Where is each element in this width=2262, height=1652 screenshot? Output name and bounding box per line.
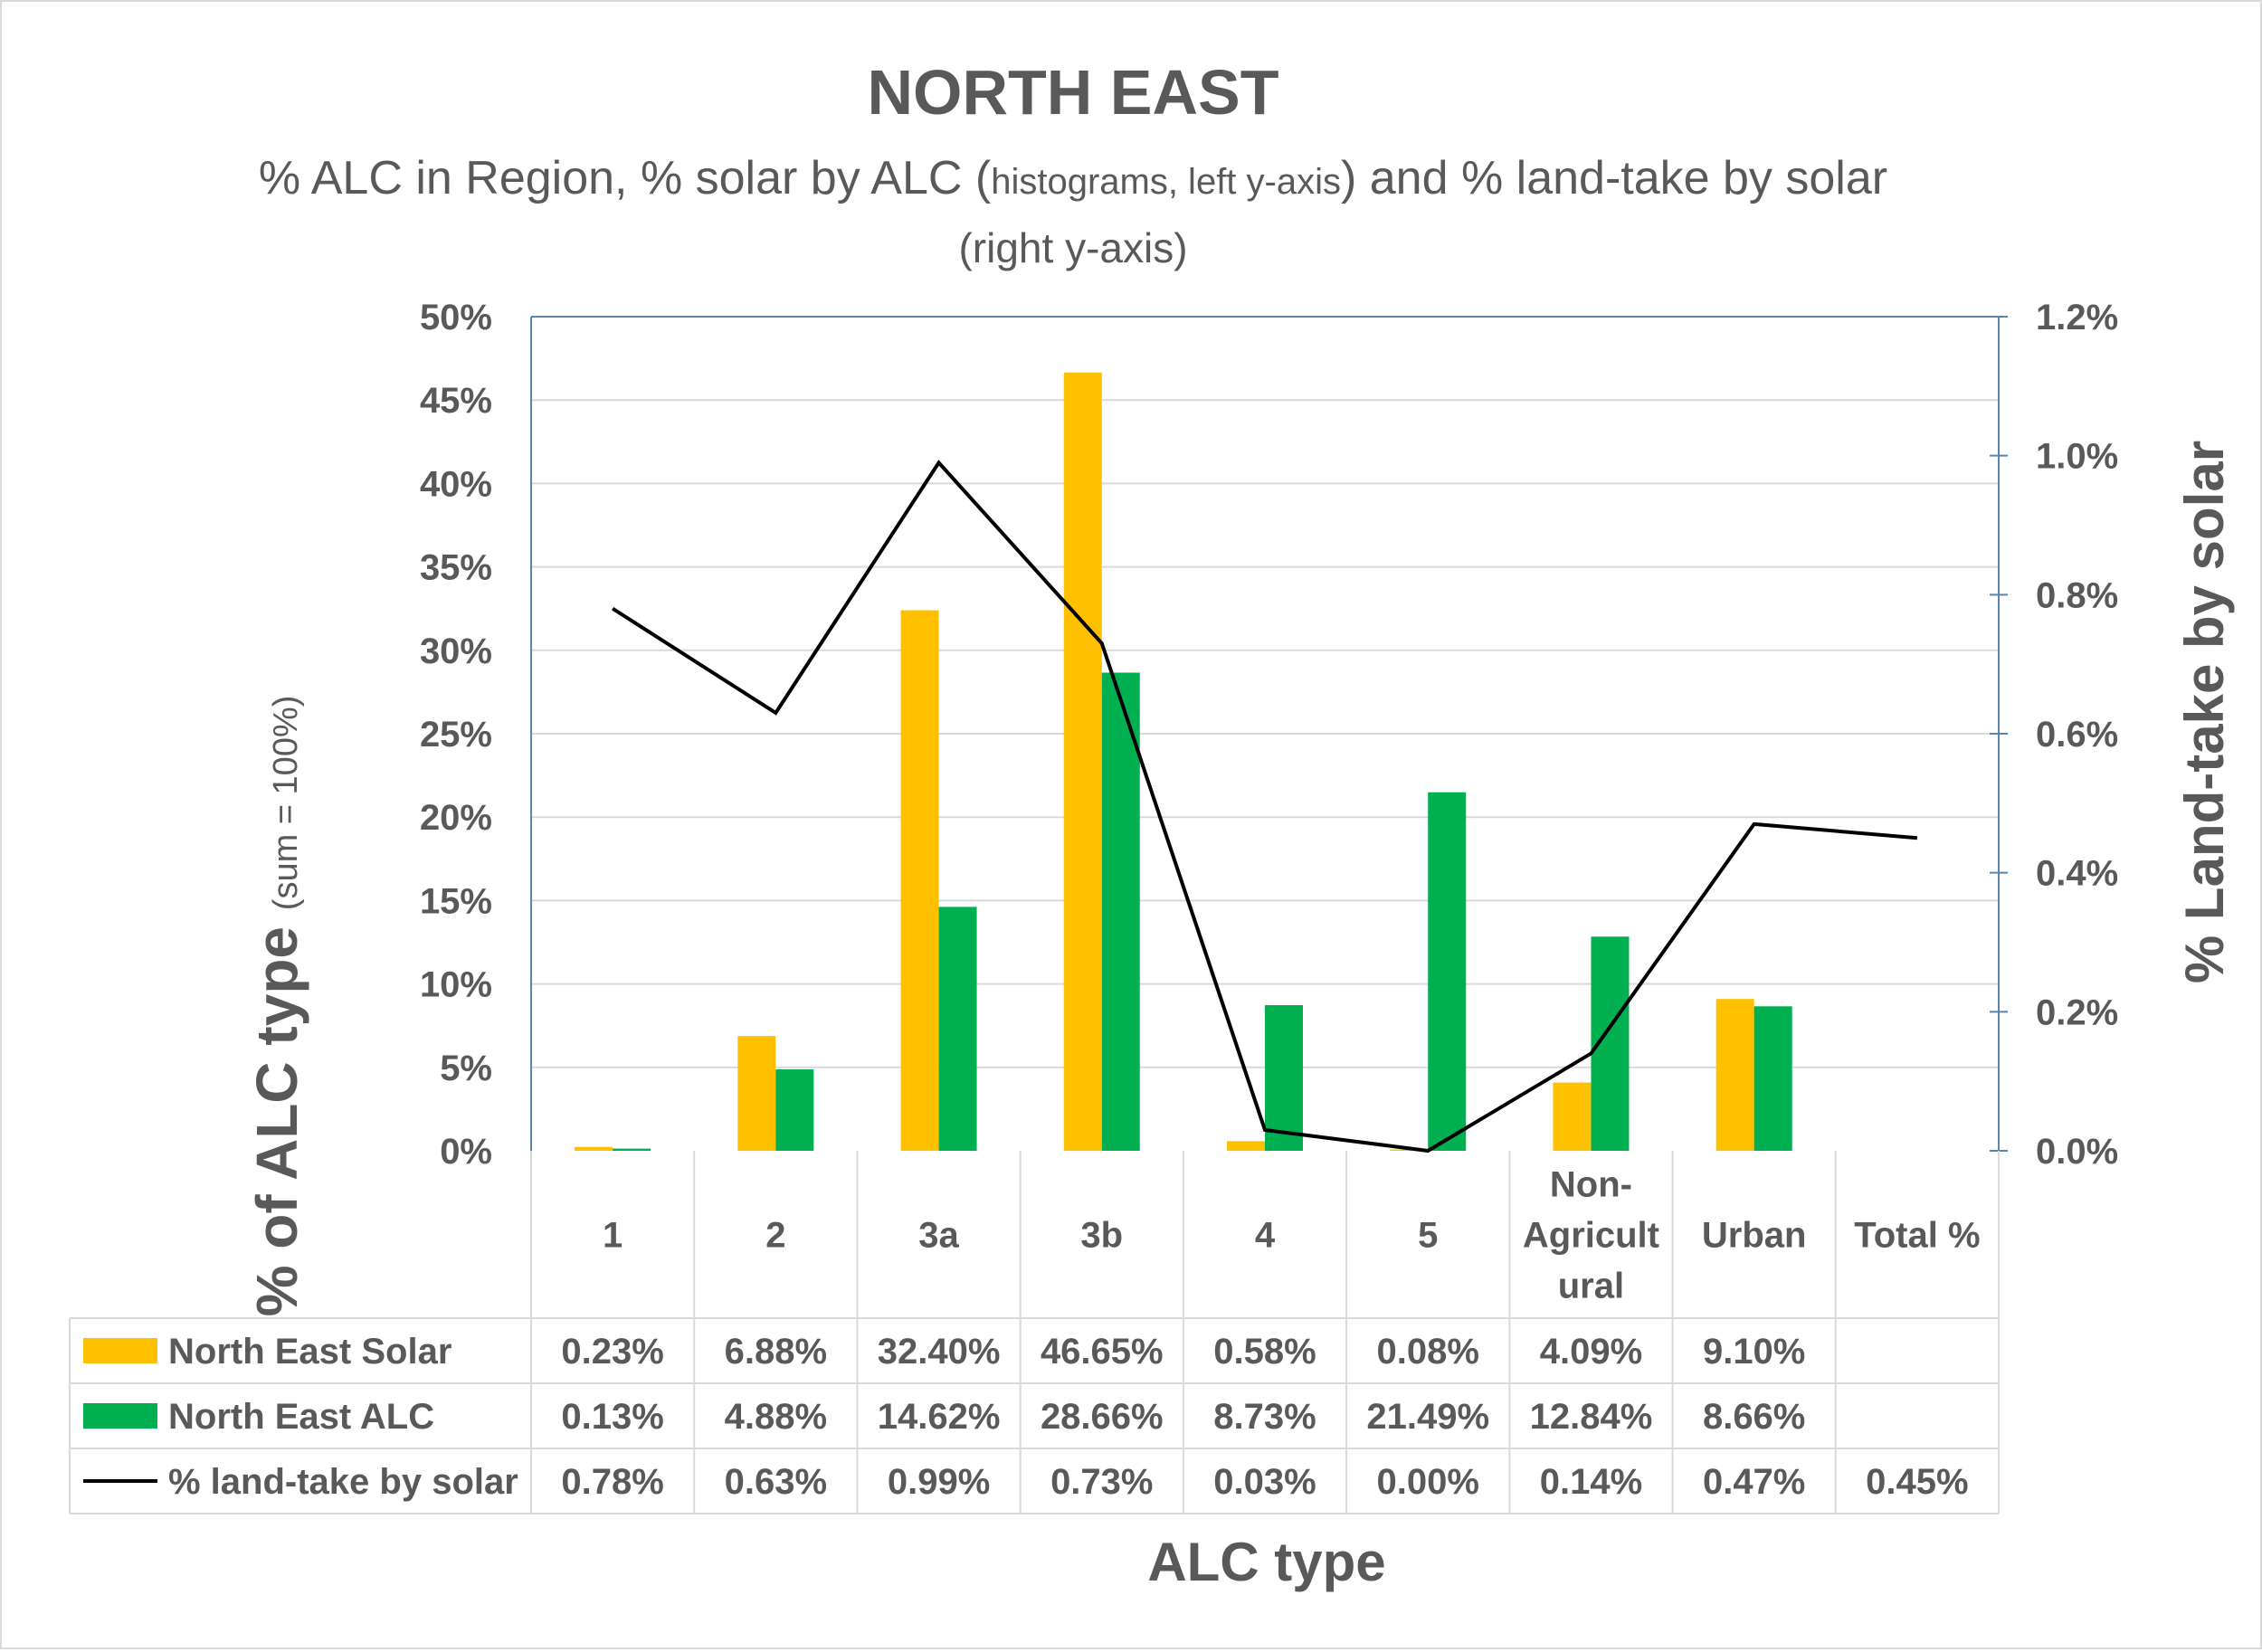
table-cell-value: 0.47% xyxy=(1703,1462,1805,1502)
x-tick-label: 1 xyxy=(603,1216,623,1256)
y-tick-label: 40% xyxy=(420,464,492,504)
table-cell-value: 0.45% xyxy=(1866,1462,1968,1502)
alc-bar-5 xyxy=(1428,793,1466,1151)
x-tick-label: 3b xyxy=(1080,1216,1123,1256)
data-table: 1 2 3a 3b 4 5 Non- Agricult ural Urban Total % Nort… xyxy=(70,1151,1999,1514)
subtitle-part-b: histograms, left y-axis xyxy=(991,162,1341,202)
table-cell-value: 4.88% xyxy=(725,1397,827,1437)
bars xyxy=(575,373,1792,1151)
subtitle-part-a: % ALC in Region, % solar by ALC ( xyxy=(259,152,992,204)
table-cell-value: 4.09% xyxy=(1540,1332,1642,1372)
legend-series-name: % land-take by solar xyxy=(168,1462,518,1502)
table-cell-value: 46.65% xyxy=(1041,1332,1164,1372)
y-tick-label: 15% xyxy=(420,881,492,921)
y-tick-label: 45% xyxy=(420,381,492,421)
y-tick-label: 25% xyxy=(420,715,492,755)
alc-bar-1 xyxy=(613,1149,651,1151)
legend-series-name: North East ALC xyxy=(168,1397,434,1437)
y2-tick-label: 0.0% xyxy=(2036,1132,2118,1172)
y-axis-label-small: (sum = 100%) xyxy=(267,696,305,911)
table-cell-value: 0.58% xyxy=(1213,1332,1316,1372)
table-cell-value: 0.63% xyxy=(725,1462,827,1502)
x-tick-label: 5 xyxy=(1418,1216,1438,1256)
legend-key-alc xyxy=(83,1403,157,1429)
y-tick-label: 10% xyxy=(420,965,492,1005)
y-tick-label: 50% xyxy=(420,298,492,337)
solar-bar-3a xyxy=(901,611,939,1151)
chart-subtitle-line2: (right y-axis) xyxy=(958,224,1187,271)
solar-bar-4 xyxy=(1227,1141,1265,1151)
table-cell-value: 0.00% xyxy=(1377,1462,1479,1502)
table-cell-value: 0.78% xyxy=(561,1462,663,1502)
alc-bar-3a xyxy=(939,907,977,1151)
x-tick-label: ural xyxy=(1558,1267,1624,1306)
alc-bar-Urban xyxy=(1754,1006,1792,1151)
table-cell-value: 12.84% xyxy=(1530,1397,1653,1437)
table-cell-value: 0.73% xyxy=(1050,1462,1153,1502)
solar-bar-1 xyxy=(575,1147,613,1151)
y2-tick-label: 0.4% xyxy=(2036,854,2118,894)
x-tick-label: Agricult xyxy=(1523,1216,1659,1256)
solar-bar-Non-Agricultural xyxy=(1553,1083,1591,1151)
table-cell-value: 0.03% xyxy=(1213,1462,1316,1502)
x-axis-label: ALC type xyxy=(1147,1532,1385,1592)
x-tick-label: Total % xyxy=(1854,1216,1980,1256)
x-tick-label: Urban xyxy=(1702,1216,1807,1256)
table-cell-value: 8.73% xyxy=(1213,1397,1316,1437)
table-cell-value: 32.40% xyxy=(878,1332,1001,1372)
legend-key-solar xyxy=(83,1338,157,1363)
table-cell-value: 28.66% xyxy=(1041,1397,1164,1437)
y2-tick-label: 0.8% xyxy=(2036,575,2118,615)
table-cell-value: 8.66% xyxy=(1703,1397,1805,1437)
table-cell-value: 0.13% xyxy=(561,1397,663,1437)
table-cell-value: 21.49% xyxy=(1366,1397,1489,1437)
x-tick-label: Non- xyxy=(1550,1165,1632,1205)
y2-tick-label: 1.0% xyxy=(2036,437,2118,477)
x-tick-label: 4 xyxy=(1255,1216,1276,1256)
x-tick-label: 3a xyxy=(918,1216,959,1256)
solar-bar-Urban xyxy=(1716,999,1754,1151)
table-cell-value: 9.10% xyxy=(1703,1332,1805,1372)
right-axis-ticks: 0.0% 0.2% 0.4% 0.6% 0.8% 1.0% 1.2% xyxy=(1990,298,2118,1172)
left-axis-ticks: 0% 5% 10% 15% 20% 25% 30% 35% 40% 45% 50% xyxy=(420,298,492,1172)
table-cell-value: 0.99% xyxy=(888,1462,990,1502)
y2-tick-label: 0.2% xyxy=(2036,992,2118,1032)
y-tick-label: 0% xyxy=(440,1132,492,1172)
y-tick-label: 5% xyxy=(440,1049,492,1088)
x-tick-label: 2 xyxy=(765,1216,785,1256)
y-axis-label: % of ALC type (sum = 100%) xyxy=(244,696,309,1317)
table-cell-value: 14.62% xyxy=(878,1397,1001,1437)
alc-bar-2 xyxy=(775,1069,813,1151)
y2-tick-label: 0.6% xyxy=(2036,715,2118,755)
chart-title: NORTH EAST xyxy=(868,57,1279,128)
y-axis-label-main: % of ALC type xyxy=(244,910,309,1316)
solar-bar-2 xyxy=(737,1036,775,1151)
legend-series-name: North East Solar xyxy=(168,1332,451,1372)
y2-axis-label: % Land-take by solar xyxy=(2174,441,2235,983)
table-cell-value: 0.23% xyxy=(561,1332,663,1372)
solar-bar-3b xyxy=(1064,373,1102,1151)
chart-subtitle-line1: % ALC in Region, % solar by ALC (histogr… xyxy=(259,152,1887,204)
y2-tick-label: 1.2% xyxy=(2036,298,2118,337)
gridlines xyxy=(531,317,1999,1068)
table-cell-value: 0.08% xyxy=(1377,1332,1479,1372)
y-tick-label: 30% xyxy=(420,631,492,671)
table-cell-value: 0.14% xyxy=(1540,1462,1642,1502)
subtitle-part-c: ) and % land-take by solar xyxy=(1341,152,1887,204)
y-tick-label: 35% xyxy=(420,548,492,588)
y-tick-label: 20% xyxy=(420,798,492,838)
table-cell-value: 6.88% xyxy=(725,1332,827,1372)
